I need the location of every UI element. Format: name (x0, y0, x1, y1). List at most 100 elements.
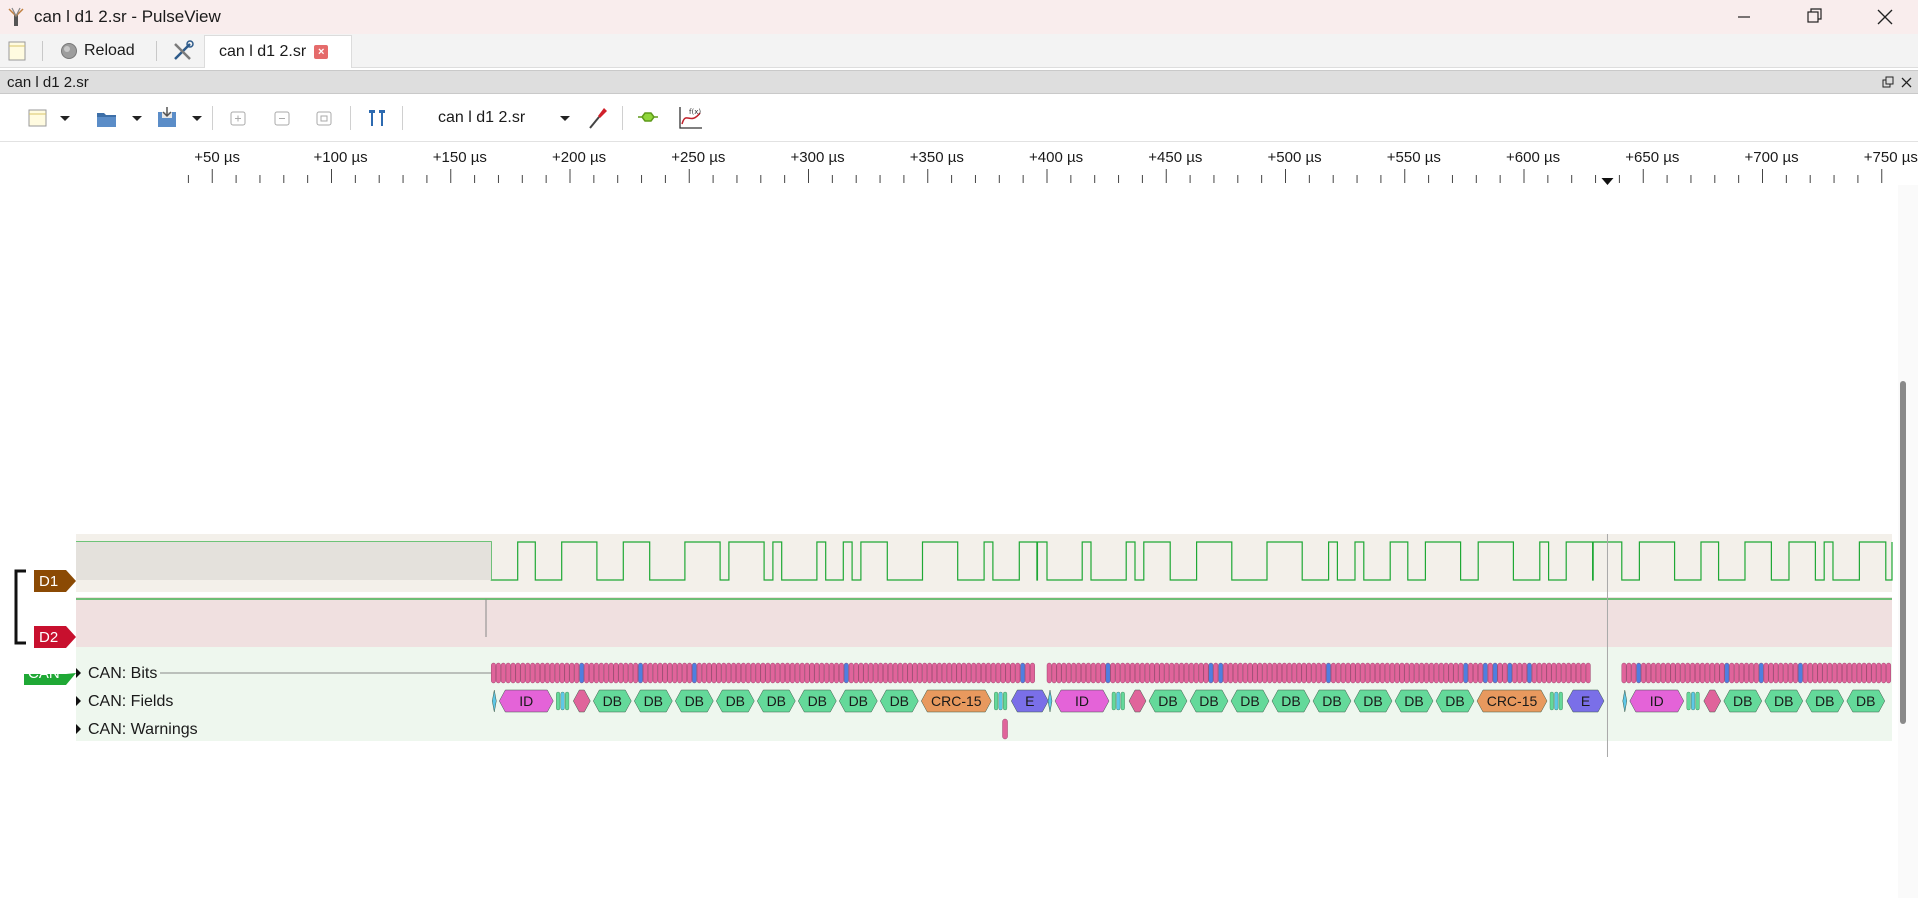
can-bit (785, 662, 790, 684)
time-ruler[interactable]: +50 µs +100 µs +150 µs +200 µs +250 µs +300 µ… (0, 143, 1918, 185)
can-bit (598, 662, 604, 684)
scrollbar-thumb[interactable] (1900, 381, 1906, 724)
can-bit (1281, 662, 1287, 684)
can-field-label: DB (1733, 693, 1752, 709)
can-bit (1095, 662, 1101, 684)
can-bit (1262, 662, 1268, 684)
window-title: can l d1 2.sr - PulseView (34, 7, 221, 26)
can-bit (1531, 662, 1537, 684)
can-bit (981, 662, 986, 684)
tab-close-icon[interactable]: × (314, 45, 329, 59)
session-tab[interactable]: can l d1 2.sr × (204, 35, 352, 68)
can-bit (515, 662, 521, 684)
device-dropdown[interactable] (558, 104, 572, 132)
zoom-out-button[interactable] (270, 104, 294, 132)
can-field-label: DB (1322, 693, 1341, 709)
can-bit (559, 662, 565, 684)
can-field-bits (1120, 691, 1125, 711)
can-bit (1360, 662, 1366, 684)
can-bit (1675, 662, 1681, 684)
can-bit (706, 662, 712, 684)
can-field-label: ID (1650, 693, 1664, 709)
reload-button[interactable]: Reload (60, 38, 142, 64)
new-session-button[interactable] (6, 38, 28, 64)
can-bit (1699, 662, 1705, 684)
can-bit (1646, 662, 1651, 684)
can-field-dlc (1703, 689, 1722, 713)
float-dock-icon[interactable] (1882, 76, 1894, 88)
new-view-dropdown[interactable] (58, 104, 72, 132)
can-bit (829, 662, 834, 684)
trace-view[interactable]: D1 D2 CAN CAN: Bits CAN: Fields CAN: Warnings… (0, 185, 1918, 898)
can-bit (775, 662, 781, 684)
can-bit (765, 662, 771, 684)
zoom-fit-button[interactable] (312, 104, 336, 132)
close-window-button[interactable] (1850, 0, 1918, 34)
expand-arrow-icon (76, 724, 81, 734)
zoom-fit-icon (316, 111, 332, 126)
trace-canvas[interactable]: D1 D2 CAN CAN: Bits CAN: Fields CAN: Warnings… (0, 185, 1898, 898)
can-bit (544, 662, 550, 684)
can-bit (1665, 662, 1671, 684)
new-view-button[interactable] (26, 104, 50, 132)
toolbar-separator (42, 41, 43, 61)
add-math-signal-button[interactable]: f(x) (676, 104, 704, 132)
restore-button[interactable] (1780, 0, 1848, 34)
can-bit (1399, 662, 1405, 684)
can-bit (1517, 662, 1523, 684)
open-button[interactable] (94, 104, 120, 132)
can-bit (495, 662, 501, 684)
can-field-sof (1047, 689, 1053, 713)
can-bit (623, 662, 629, 684)
can-bit (535, 662, 540, 684)
can-bit (961, 662, 967, 684)
can-bit (1066, 662, 1072, 684)
settings-button[interactable] (170, 38, 196, 64)
can-bit (936, 662, 942, 684)
can-bit (603, 662, 609, 684)
can-bit (1670, 662, 1676, 684)
can-bit (1389, 662, 1395, 684)
can-field-label: DB (1774, 693, 1793, 709)
can-field-db (1353, 689, 1393, 713)
minimize-button[interactable] (1710, 0, 1778, 34)
can-bit (1046, 662, 1052, 684)
device-selector[interactable]: can l d1 2.sr (428, 104, 576, 132)
session-tab-bar: Reload can l d1 2.sr × (0, 34, 1918, 68)
save-dropdown[interactable] (190, 104, 204, 132)
can-field-bits (1111, 691, 1116, 711)
can-bit (1125, 662, 1131, 684)
can-bit (1218, 662, 1224, 684)
configure-channels-button[interactable] (584, 104, 610, 132)
can-bit (1448, 662, 1454, 684)
can-bit (990, 662, 996, 684)
can-bit (853, 662, 859, 684)
cursor-button[interactable] (364, 104, 390, 132)
decoder-row-label: CAN: Warnings (88, 721, 198, 738)
can-bit (667, 662, 673, 684)
can-bit (1085, 662, 1091, 684)
channel-label: D1 (39, 573, 58, 590)
can-bit (1881, 662, 1887, 684)
add-decoder-button[interactable] (634, 104, 662, 132)
can-bit (564, 662, 570, 684)
can-bit (946, 662, 952, 684)
can-bit (1502, 662, 1508, 684)
save-button[interactable] (154, 104, 180, 132)
can-field-id (1629, 689, 1685, 713)
can-field-db (675, 689, 714, 713)
can-bit (726, 662, 732, 684)
can-bit (1330, 662, 1336, 684)
can-bit (1316, 662, 1322, 684)
zoom-in-button[interactable] (226, 104, 250, 132)
can-bit (887, 662, 893, 684)
can-field-label: DB (1404, 693, 1423, 709)
close-dock-icon[interactable] (1900, 75, 1914, 89)
can-bit (814, 662, 820, 684)
can-bit (736, 662, 741, 684)
can-bit (1487, 662, 1493, 684)
open-dropdown[interactable] (130, 104, 144, 132)
can-bit (1154, 662, 1160, 684)
can-bit (819, 662, 825, 684)
can-bit (711, 662, 717, 684)
